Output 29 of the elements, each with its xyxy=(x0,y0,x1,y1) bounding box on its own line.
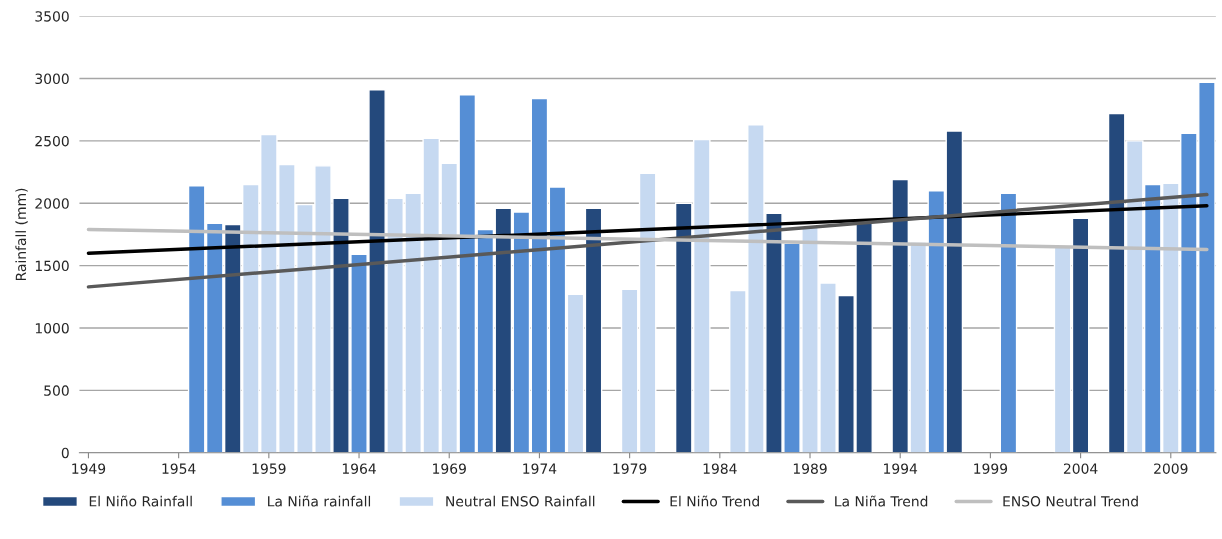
x-tick-label: 1959 xyxy=(252,463,286,474)
x-tick-label: 1964 xyxy=(342,463,376,474)
y-tick-label: 1000 xyxy=(35,322,69,334)
y-axis-title: Rainfall (mm) xyxy=(15,188,28,281)
legend-label: Neutral ENSO Rainfall xyxy=(446,495,595,507)
y-tick-label: 0 xyxy=(61,447,69,459)
legend-label: ENSO Neutral Trend xyxy=(1003,495,1138,507)
bar xyxy=(999,192,1018,453)
x-tick-label: 1999 xyxy=(974,463,1008,474)
x-tick-label: 1979 xyxy=(613,463,647,474)
legend-label: El Niño Rainfall xyxy=(89,495,192,507)
y-tick-label: 1500 xyxy=(35,260,69,272)
legend-label: La Niña Trend xyxy=(835,495,928,507)
x-tick-label: 2004 xyxy=(1063,463,1098,474)
x-tick-label: 1984 xyxy=(703,463,737,474)
y-tick-label: 3500 xyxy=(35,11,69,22)
legend-label: El Niño Trend xyxy=(670,495,759,507)
y-tick-label: 2000 xyxy=(35,198,69,209)
legend-label: La Niña rainfall xyxy=(268,495,371,507)
x-tick-label: 1989 xyxy=(793,463,827,474)
x-tick-label: 1954 xyxy=(162,463,196,474)
x-tick-label: 1969 xyxy=(433,463,466,474)
y-tick-label: 2500 xyxy=(35,135,69,147)
x-tick-label: 1949 xyxy=(72,463,106,474)
x-tick-label: 2009 xyxy=(1154,463,1188,474)
y-tick-label: 500 xyxy=(44,385,69,396)
x-tick-label: 1994 xyxy=(884,463,918,474)
x-tick-label: 1974 xyxy=(523,463,557,474)
y-tick-label: 3000 xyxy=(35,73,69,85)
